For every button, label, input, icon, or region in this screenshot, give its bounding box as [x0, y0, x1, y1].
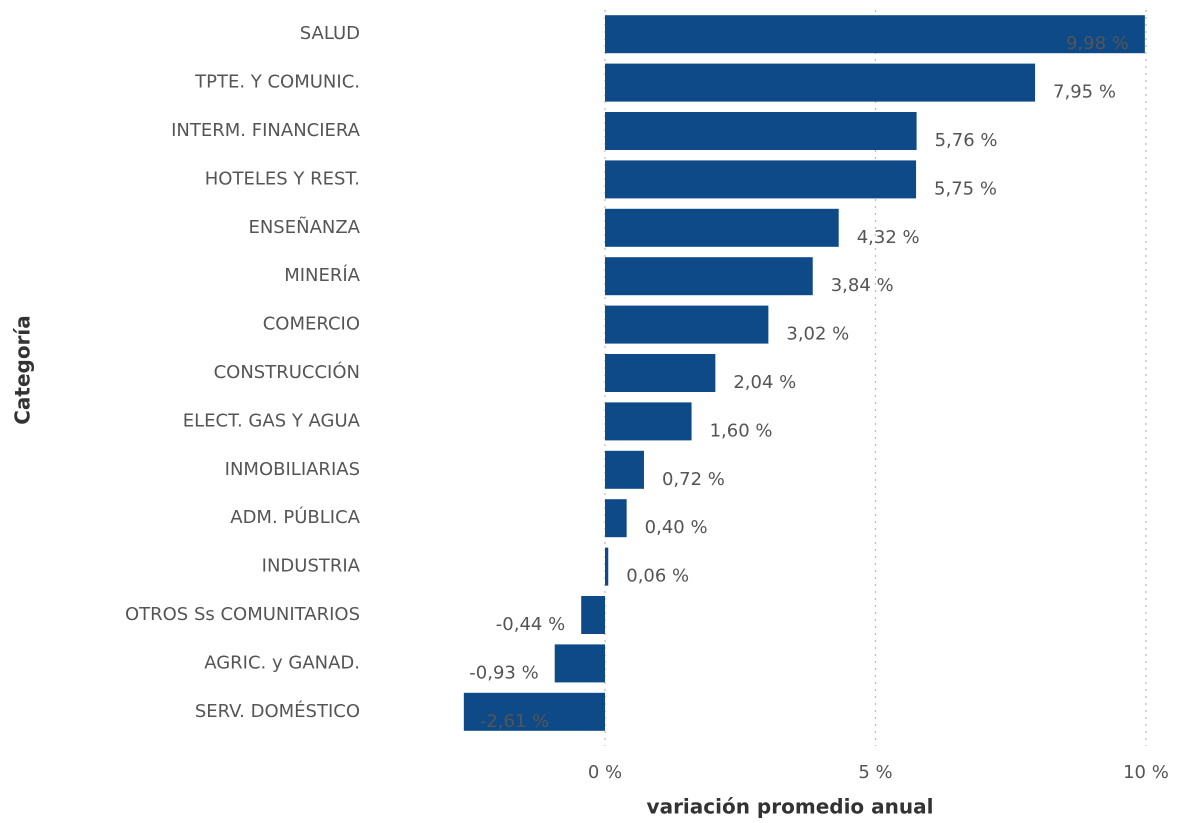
bar — [554, 644, 606, 683]
bar — [605, 499, 627, 538]
bar — [605, 112, 917, 150]
bar — [605, 63, 1036, 102]
data-label: -2,61 % — [480, 711, 549, 732]
data-label: 4,32 % — [857, 227, 920, 248]
y-tick-label: INMOBILIARIAS — [225, 459, 360, 480]
y-tick-label: INDUSTRIA — [262, 556, 361, 577]
data-label: 9,98 % — [1066, 33, 1129, 54]
data-label: 7,95 % — [1053, 82, 1116, 103]
bar — [605, 450, 644, 489]
data-label: 5,76 % — [935, 130, 998, 151]
bar — [605, 15, 1145, 54]
bar — [605, 208, 839, 247]
bar — [605, 305, 769, 344]
y-tick-label: ELECT. GAS Y AGUA — [183, 410, 361, 431]
data-label: 5,75 % — [934, 178, 997, 199]
bar — [581, 596, 606, 634]
y-tick-label: CONSTRUCCIÓN — [214, 361, 360, 383]
data-label: -0,93 % — [469, 662, 538, 683]
data-label: -0,44 % — [496, 614, 565, 635]
x-axis-title: variación promedio anual — [647, 795, 934, 819]
data-label: 0,06 % — [626, 566, 689, 587]
y-tick-label: HOTELES Y REST. — [205, 168, 360, 189]
y-axis-title: Categoría — [11, 315, 35, 425]
y-tick-label: MINERÍA — [284, 264, 360, 286]
bar — [605, 160, 917, 199]
y-tick-label: AGRIC. y GANAD. — [204, 652, 360, 673]
data-label: 3,84 % — [831, 275, 894, 296]
y-tick-label: SERV. DOMÉSTICO — [195, 700, 360, 722]
y-tick-label: ADM. PÚBLICA — [230, 506, 360, 528]
y-tick-label: COMERCIO — [263, 314, 360, 335]
x-tick-label: 10 % — [1123, 762, 1169, 783]
y-tick-label: SALUD — [300, 23, 360, 44]
x-tick-label: 5 % — [858, 762, 892, 783]
bar — [605, 354, 716, 392]
y-tick-label: INTERM. FINANCIERA — [171, 120, 361, 141]
data-label: 3,02 % — [786, 324, 849, 345]
bar — [605, 547, 609, 586]
data-label: 0,40 % — [645, 517, 708, 538]
data-label: 0,72 % — [662, 469, 725, 490]
y-tick-label: TPTE. Y COMUNIC. — [194, 72, 360, 93]
bar — [605, 402, 692, 441]
bar — [605, 257, 813, 296]
y-tick-label: OTROS Ss COMUNITARIOS — [125, 604, 360, 625]
y-tick-label: ENSEÑANZA — [248, 216, 360, 238]
data-label: 2,04 % — [733, 372, 796, 393]
data-label: 1,60 % — [710, 420, 773, 441]
bar — [463, 692, 606, 731]
x-tick-label: 0 % — [588, 762, 622, 783]
